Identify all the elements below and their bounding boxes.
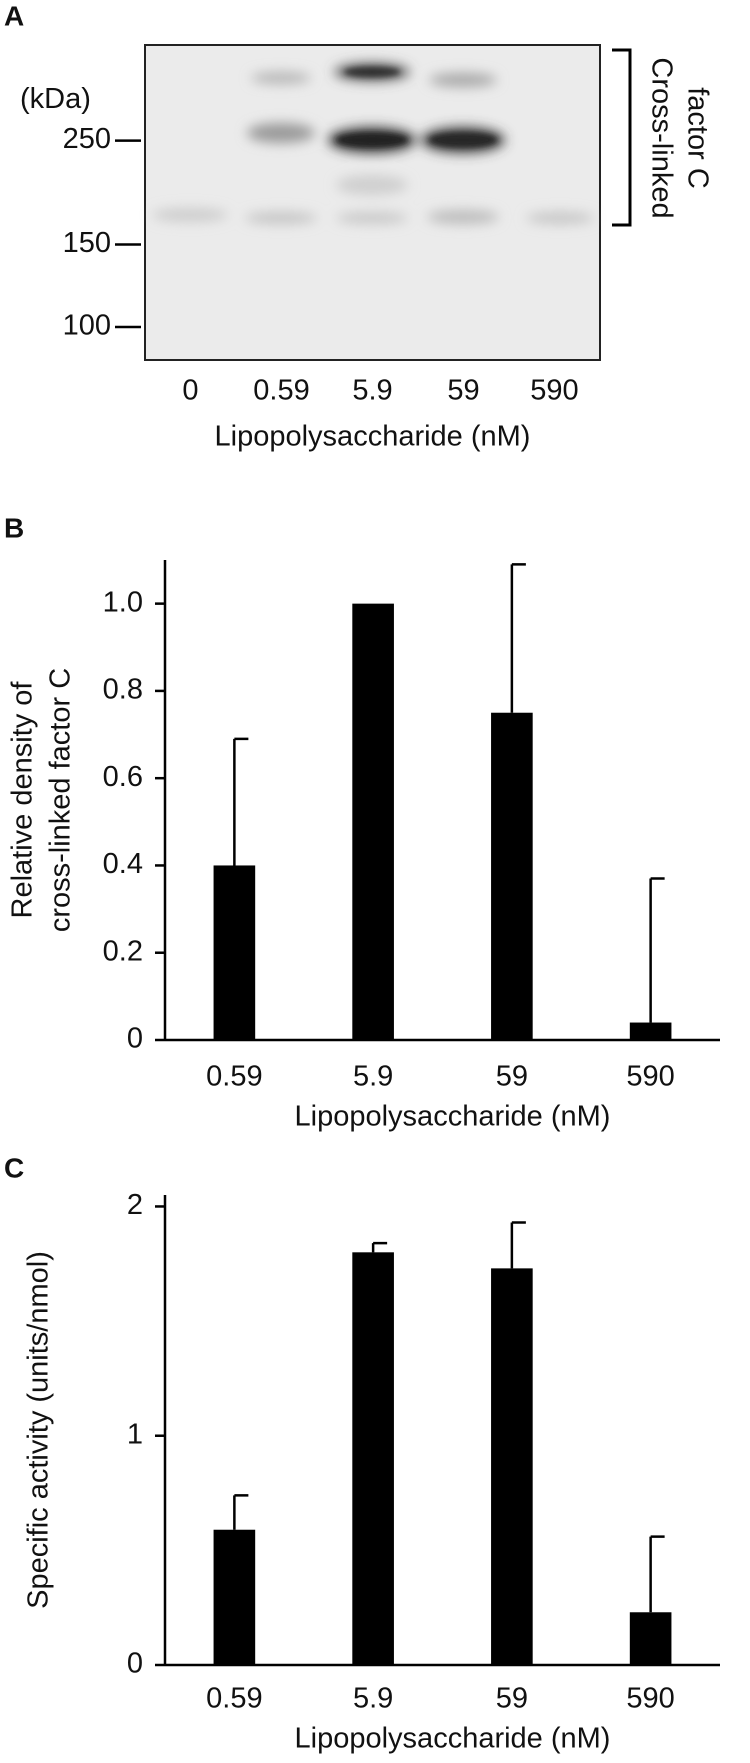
bar bbox=[213, 1529, 256, 1665]
y-tick-label: 250 bbox=[63, 123, 111, 155]
y-tick-label: 2 bbox=[127, 1189, 143, 1221]
x-tick-label: 59 bbox=[496, 1683, 528, 1715]
x-axis-title: Lipopolysaccharide (nM) bbox=[295, 1101, 611, 1133]
bar bbox=[491, 1268, 533, 1665]
bar bbox=[491, 712, 533, 1040]
y-tick-label: 150 bbox=[63, 227, 111, 259]
error-bar bbox=[233, 737, 249, 866]
error-bar bbox=[649, 877, 665, 1023]
panel-letter: B bbox=[4, 512, 24, 543]
bar bbox=[629, 1022, 672, 1040]
x-axis-title: Lipopolysaccharide (nM) bbox=[295, 1723, 611, 1755]
annotation: factor C bbox=[681, 87, 713, 189]
error-bar bbox=[649, 1535, 665, 1613]
gel-frame bbox=[144, 44, 601, 361]
x-tick-label: 0.59 bbox=[206, 1683, 262, 1715]
y-unit: (kDa) bbox=[20, 83, 91, 115]
annotation: Cross-linked bbox=[645, 57, 677, 218]
lane-label: 5.9 bbox=[352, 375, 392, 407]
y-tick-label: 1.0 bbox=[103, 586, 143, 618]
x-tick-label: 0.59 bbox=[206, 1061, 262, 1093]
bar bbox=[213, 865, 256, 1040]
gel-image bbox=[144, 44, 601, 361]
y-axis-title: Specific activity (units/nmol) bbox=[23, 1251, 55, 1609]
error-bar bbox=[510, 1221, 526, 1269]
y-tick-label: 100 bbox=[63, 310, 111, 342]
y-axis-title: cross-linked factor C bbox=[45, 668, 77, 932]
panel-letter: A bbox=[4, 0, 24, 31]
y-tick-label: 0.8 bbox=[103, 674, 143, 706]
lane-label: 59 bbox=[447, 375, 479, 407]
lane-label: 590 bbox=[530, 375, 578, 407]
error-bar bbox=[510, 563, 526, 713]
x-axis-title: Lipopolysaccharide (nM) bbox=[215, 421, 531, 453]
bar bbox=[629, 1612, 672, 1665]
y-tick-label: 1 bbox=[127, 1418, 143, 1450]
panel-letter: C bbox=[4, 1152, 24, 1183]
y-tick-label: 0 bbox=[127, 1023, 143, 1055]
lane-label: 0 bbox=[182, 375, 198, 407]
x-tick-label: 5.9 bbox=[353, 1683, 393, 1715]
y-tick-label: 0.6 bbox=[103, 761, 143, 793]
bracket bbox=[612, 48, 632, 227]
bar bbox=[352, 1252, 394, 1665]
error-bar bbox=[371, 1241, 388, 1253]
y-tick-label: 0.2 bbox=[103, 935, 143, 967]
x-tick-label: 5.9 bbox=[353, 1061, 393, 1093]
x-tick-label: 590 bbox=[626, 1061, 674, 1093]
x-tick-label: 59 bbox=[496, 1061, 528, 1093]
bar bbox=[352, 603, 394, 1040]
x-tick-label: 590 bbox=[626, 1683, 674, 1715]
y-tick-label: 0.4 bbox=[103, 848, 143, 880]
y-tick-label: 0 bbox=[127, 1648, 143, 1680]
y-axis-title: Relative density of bbox=[7, 681, 39, 919]
error-bar bbox=[233, 1494, 249, 1530]
lane-label: 0.59 bbox=[253, 375, 309, 407]
